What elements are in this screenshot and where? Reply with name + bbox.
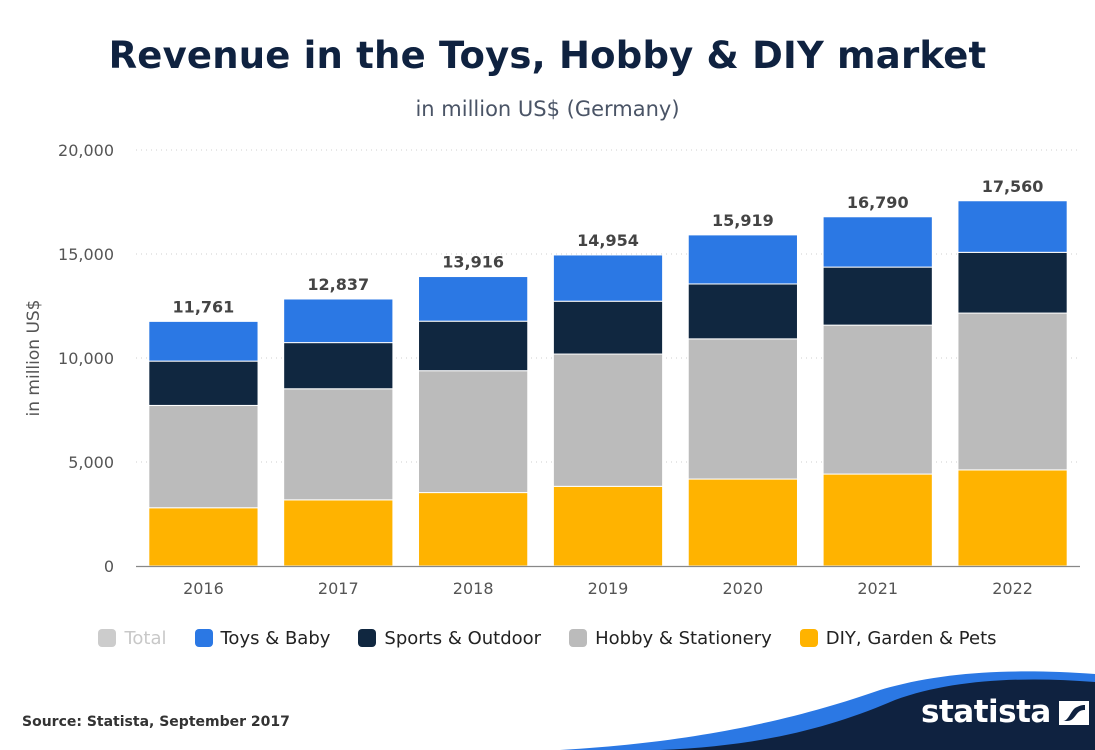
total-data-label: 13,916 <box>442 253 504 272</box>
total-data-label: 15,919 <box>712 211 774 230</box>
bar-segment-sports_outdoor <box>822 266 933 326</box>
legend-label: Sports & Outdoor <box>384 627 542 649</box>
bar-segment-hobby_stationery <box>283 388 394 501</box>
total-data-label: 11,761 <box>173 297 235 316</box>
bar-segment-sports_outdoor <box>957 251 1068 314</box>
legend-label: DIY, Garden & Pets <box>825 627 997 649</box>
y-tick-label: 10,000 <box>58 349 114 368</box>
bar-segment-sports_outdoor <box>418 320 529 372</box>
stacked-bar-chart: 0 5,000 10,000 15,000 20,000 in million US$ 11… <box>24 141 1080 598</box>
statista-logo[interactable]: statista <box>921 694 1089 730</box>
bar-segment-sports_outdoor <box>687 283 798 340</box>
total-data-label: 12,837 <box>307 275 369 294</box>
legend-item-diy_garden_pets[interactable]: DIY, Garden & Pets <box>799 625 997 651</box>
x-tick-label: 2018 <box>453 579 494 598</box>
bar-segment-toys_baby <box>148 320 259 362</box>
bar-segment-hobby_stationery <box>552 353 664 487</box>
bar-segment-toys_baby <box>957 200 1068 253</box>
bar-segment-hobby_stationery <box>957 312 1068 471</box>
x-tick-label: 2022 <box>992 579 1033 598</box>
bar-segment-diy_garden_pets <box>687 478 798 567</box>
x-tick-label: 2019 <box>588 579 629 598</box>
x-tick-label: 2017 <box>318 579 359 598</box>
bar-segment-toys_baby <box>687 234 798 285</box>
x-tick-label: 2020 <box>722 579 763 598</box>
total-data-label: 14,954 <box>577 231 639 250</box>
legend-swatch <box>358 629 377 647</box>
legend-label: Total <box>124 627 167 649</box>
bar-segment-hobby_stationery <box>822 324 933 475</box>
total-data-label: 16,790 <box>847 193 909 212</box>
legend-item-sports_outdoor[interactable]: Sports & Outdoor <box>358 625 541 651</box>
chart-title: Revenue in the Toys, Hobby & DIY market <box>108 34 987 77</box>
bar-segment-diy_garden_pets <box>283 499 394 567</box>
legend-item-hobby_stationery[interactable]: Hobby & Stationery <box>569 625 772 651</box>
bar-segment-hobby_stationery <box>687 338 798 480</box>
total-data-label: 17,560 <box>982 177 1044 196</box>
y-tick-label: 20,000 <box>58 141 114 160</box>
chart-legend: Total Toys & Baby Sports & Outdoor Hobby & … <box>0 625 1095 651</box>
bar-segment-diy_garden_pets <box>957 469 1068 567</box>
legend-swatch <box>799 629 818 647</box>
bar-segment-sports_outdoor <box>552 300 664 355</box>
statista-logo-icon <box>1058 701 1089 725</box>
bar-segment-diy_garden_pets <box>822 473 933 567</box>
legend-label: Hobby & Stationery <box>595 627 772 649</box>
bar-segment-diy_garden_pets <box>148 507 259 567</box>
y-tick-label: 15,000 <box>58 245 114 264</box>
y-tick-label: 5,000 <box>68 453 114 472</box>
y-axis-label: in million US$ <box>24 300 44 417</box>
bar-segment-sports_outdoor <box>283 342 394 390</box>
legend-swatch <box>98 629 117 647</box>
bar-segment-hobby_stationery <box>418 370 529 494</box>
bar-segment-toys_baby <box>822 216 933 268</box>
bar-segment-toys_baby <box>418 276 529 322</box>
legend-label: Toys & Baby <box>220 627 331 649</box>
source-note: Source: Statista, September 2017 <box>22 714 290 730</box>
statista-wordmark: statista <box>921 694 1051 730</box>
bar-segment-toys_baby <box>283 298 394 344</box>
bar-segment-sports_outdoor <box>148 360 259 406</box>
x-tick-label: 2021 <box>857 579 898 598</box>
x-tick-label: 2016 <box>183 579 224 598</box>
bar-segment-toys_baby <box>552 254 664 302</box>
y-tick-label: 0 <box>104 557 114 576</box>
legend-swatch <box>569 629 588 647</box>
legend-item-toys_baby[interactable]: Toys & Baby <box>194 625 331 651</box>
legend-swatch <box>194 629 213 647</box>
chart-subtitle: in million US$ (Germany) <box>415 97 680 121</box>
bar-segment-diy_garden_pets <box>552 485 664 567</box>
legend-item-total[interactable]: Total <box>98 625 167 651</box>
